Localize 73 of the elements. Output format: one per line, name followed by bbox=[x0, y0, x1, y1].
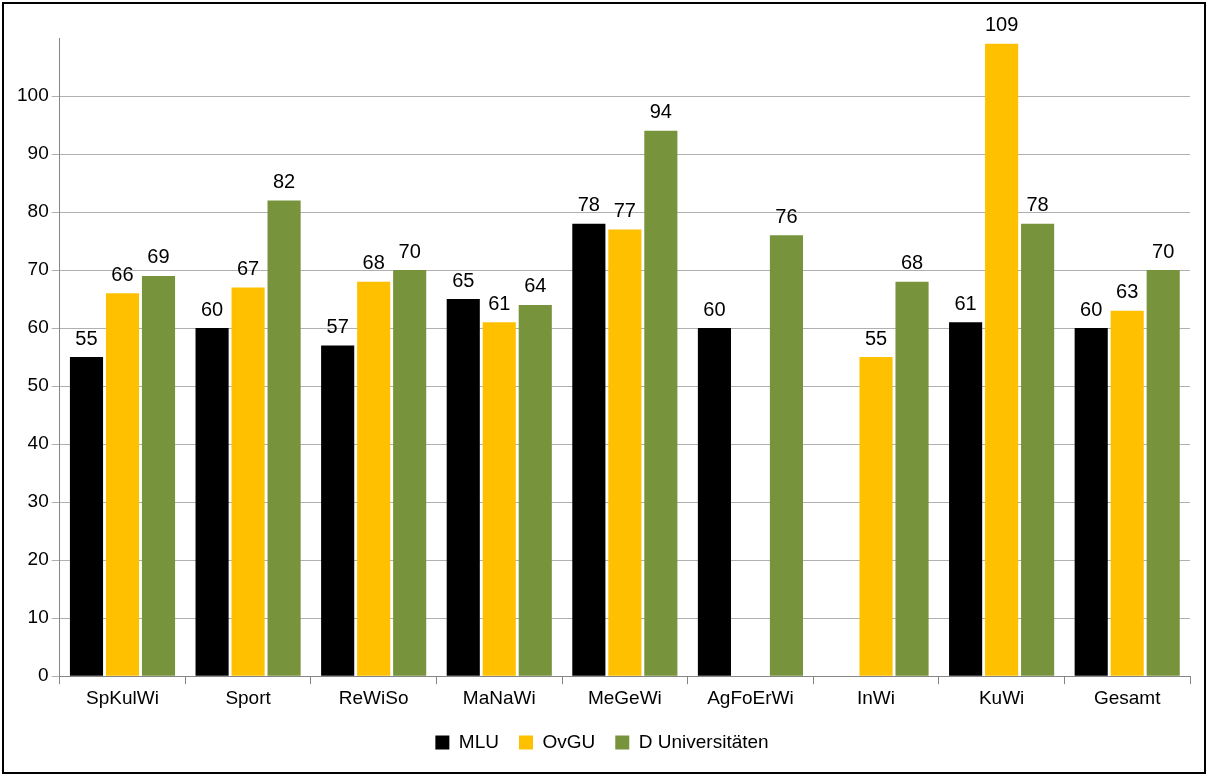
data-label: 65 bbox=[452, 268, 475, 291]
y-tick-label: 50 bbox=[27, 374, 49, 396]
data-label: 60 bbox=[703, 297, 726, 320]
data-label: 60 bbox=[200, 297, 224, 320]
x-tick-label: MeGeWi bbox=[587, 686, 662, 708]
bar bbox=[393, 270, 427, 676]
bar bbox=[1110, 310, 1144, 676]
data-label: 63 bbox=[1116, 280, 1139, 303]
bar bbox=[357, 281, 391, 676]
bar bbox=[105, 293, 140, 676]
data-label: 82 bbox=[272, 169, 296, 192]
x-tick-label: Gesamt bbox=[1093, 686, 1162, 708]
bar bbox=[608, 229, 642, 676]
legend-label: D Universitäten bbox=[638, 730, 769, 752]
bar bbox=[572, 223, 606, 676]
bar bbox=[446, 299, 480, 676]
y-tick-label: 10 bbox=[27, 606, 49, 628]
data-label: 55 bbox=[864, 326, 888, 349]
bar bbox=[231, 287, 265, 676]
data-label: 109 bbox=[984, 13, 1019, 36]
data-label: 68 bbox=[900, 251, 924, 274]
bar bbox=[985, 43, 1019, 676]
x-tick-label: Sport bbox=[225, 686, 272, 708]
y-tick-label: 20 bbox=[27, 548, 49, 570]
y-tick-label: 100 bbox=[17, 84, 49, 106]
bar bbox=[267, 200, 301, 676]
data-label: 68 bbox=[362, 251, 385, 274]
y-tick-label: 70 bbox=[27, 258, 49, 280]
data-label: 70 bbox=[398, 239, 421, 262]
data-label: 61 bbox=[954, 291, 977, 314]
data-label: 78 bbox=[1026, 193, 1049, 216]
bar bbox=[644, 130, 678, 676]
y-tick-label: 0 bbox=[38, 664, 49, 686]
bar bbox=[141, 275, 176, 676]
x-tick-label: ReWiSo bbox=[338, 686, 409, 708]
legend-label: MLU bbox=[458, 730, 499, 752]
bar bbox=[895, 281, 929, 676]
x-tick-label: InWi bbox=[857, 686, 896, 708]
data-label: 78 bbox=[577, 193, 600, 216]
data-label: 94 bbox=[649, 100, 672, 123]
bar bbox=[482, 322, 516, 676]
bar bbox=[859, 357, 893, 676]
x-tick-label: MaNaWi bbox=[462, 686, 536, 708]
y-tick-label: 90 bbox=[27, 142, 49, 164]
data-label: 60 bbox=[1080, 297, 1103, 320]
x-tick-label: SpKulWi bbox=[86, 686, 159, 708]
bar bbox=[1074, 328, 1108, 676]
data-label: 67 bbox=[236, 256, 260, 279]
bar bbox=[321, 345, 355, 676]
bar bbox=[697, 328, 731, 676]
bar bbox=[949, 322, 983, 676]
y-tick-label: 60 bbox=[27, 316, 49, 338]
bar bbox=[195, 328, 229, 676]
data-label: 77 bbox=[613, 198, 636, 221]
bar bbox=[1021, 223, 1055, 676]
y-tick-label: 80 bbox=[27, 200, 49, 222]
x-tick-label: AgFoErWi bbox=[707, 686, 794, 708]
legend-label: OvGU bbox=[542, 730, 596, 752]
bar bbox=[518, 304, 552, 676]
y-tick-label: 30 bbox=[27, 490, 49, 512]
data-label: 66 bbox=[111, 262, 134, 285]
bar bbox=[769, 235, 803, 676]
data-label: 55 bbox=[75, 326, 98, 349]
y-tick-label: 40 bbox=[27, 432, 49, 454]
data-label: 70 bbox=[1152, 239, 1175, 262]
bar bbox=[1146, 270, 1180, 676]
bar bbox=[69, 357, 104, 676]
data-label: 69 bbox=[147, 245, 170, 268]
data-label: 76 bbox=[775, 204, 798, 227]
data-label: 61 bbox=[488, 291, 511, 314]
data-label: 57 bbox=[326, 315, 349, 338]
x-tick-label: KuWi bbox=[978, 686, 1025, 708]
data-label: 64 bbox=[524, 274, 547, 297]
